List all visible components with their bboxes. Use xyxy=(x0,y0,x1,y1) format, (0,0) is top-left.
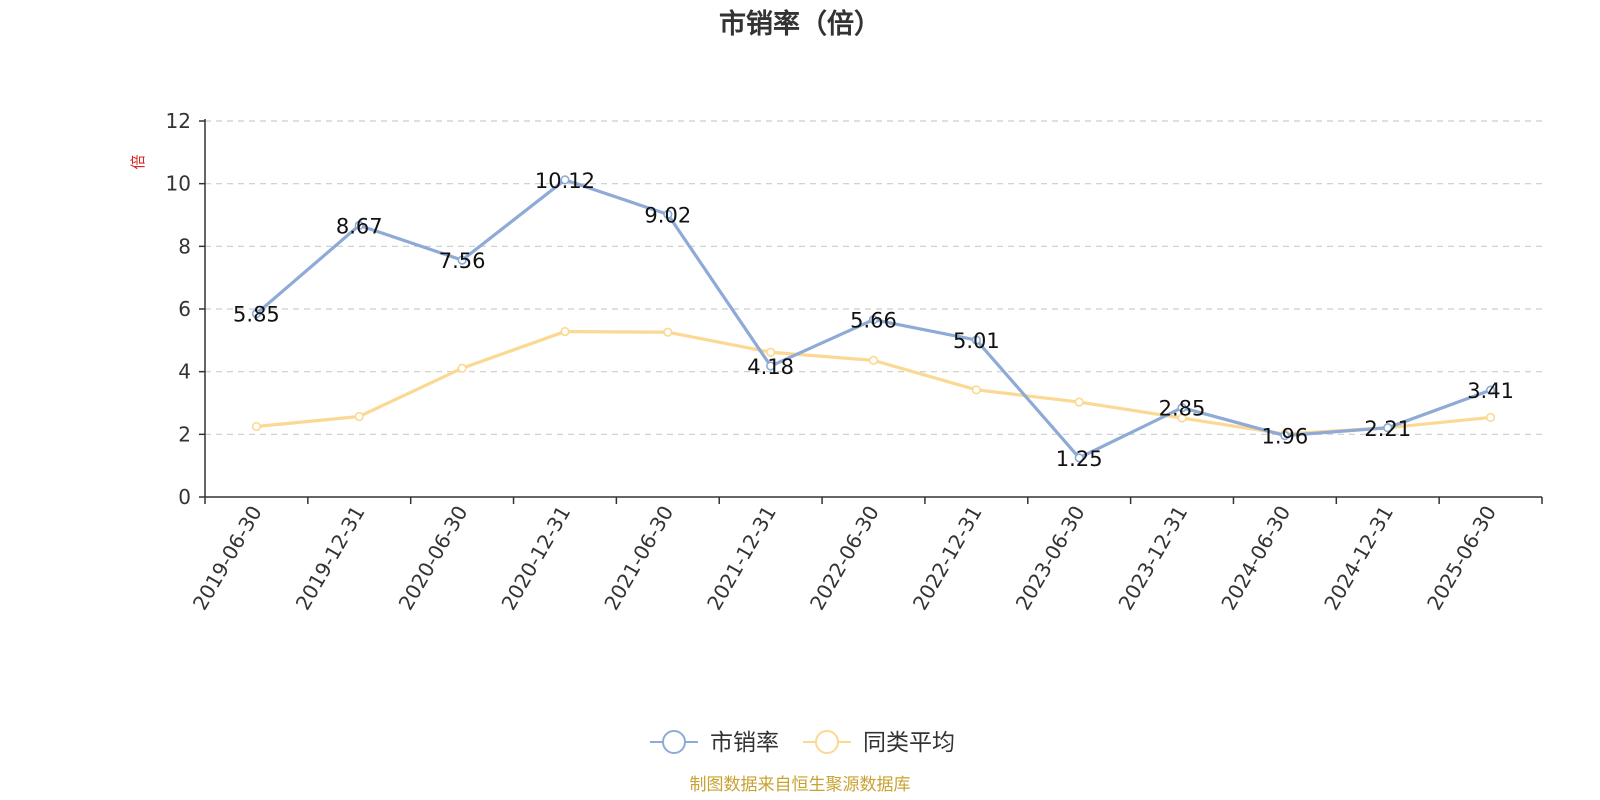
legend[interactable]: 市销率 同类平均 xyxy=(650,730,955,756)
series-layer xyxy=(251,175,1496,463)
series-line xyxy=(256,329,1491,436)
y-tick-label: 12 xyxy=(166,109,191,133)
legend-item[interactable]: 同类平均 xyxy=(803,730,955,756)
x-tick-label: 2023-12-31 xyxy=(1113,502,1192,615)
axes: 0 2 4 6 8 10 12 2019-06-30 2019-12-31 2020-06-30 2… xyxy=(166,109,1543,615)
x-tick-label: 2021-06-30 xyxy=(599,502,678,615)
data-point[interactable] xyxy=(868,315,879,325)
data-point[interactable] xyxy=(663,327,673,337)
data-label: 7.56 xyxy=(439,249,486,273)
data-point[interactable] xyxy=(766,347,776,357)
x-tick-label: 2021-12-31 xyxy=(702,502,781,615)
x-tick-label: 2022-06-30 xyxy=(805,502,884,615)
data-point[interactable] xyxy=(354,220,364,230)
data-point[interactable] xyxy=(971,335,981,345)
data-point[interactable] xyxy=(457,255,467,265)
data-point[interactable] xyxy=(971,385,981,395)
data-point[interactable] xyxy=(1485,385,1496,395)
x-tick-label: 2020-06-30 xyxy=(394,502,473,615)
data-source-footer: 制图数据来自恒生聚源数据库 xyxy=(690,775,911,795)
data-point[interactable] xyxy=(1280,430,1290,441)
data-point[interactable] xyxy=(1177,413,1187,423)
data-label: 5.01 xyxy=(953,329,1000,353)
legend-circle-marker xyxy=(815,730,839,754)
data-label: 1.96 xyxy=(1262,425,1309,449)
data-label: 5.66 xyxy=(850,309,897,333)
y-tick-label: 4 xyxy=(178,360,191,384)
x-tick-label: 2019-06-30 xyxy=(188,502,267,615)
data-point[interactable] xyxy=(868,355,879,365)
data-labels: 5.85 8.67 7.56 10.12 9.02 4.18 5.66 5.01 1.25 2.8… xyxy=(233,169,1514,471)
data-point[interactable] xyxy=(354,411,364,422)
data-point[interactable] xyxy=(1383,423,1393,433)
data-point[interactable] xyxy=(560,175,570,185)
x-tick-label: 2023-06-30 xyxy=(1011,502,1090,615)
data-point[interactable] xyxy=(663,209,673,219)
data-label: 5.85 xyxy=(233,303,280,327)
data-point[interactable] xyxy=(1485,412,1496,423)
data-label: 2.85 xyxy=(1159,397,1206,421)
legend-item[interactable]: 市销率 xyxy=(650,730,779,756)
series-main xyxy=(251,175,1496,463)
data-point[interactable] xyxy=(251,421,262,432)
x-tick-label: 2020-12-31 xyxy=(496,502,575,615)
data-label: 3.41 xyxy=(1467,379,1514,403)
series-average xyxy=(251,326,1496,439)
legend-label: 市销率 xyxy=(710,730,779,756)
data-point[interactable] xyxy=(251,309,262,319)
x-tick-label: 2024-06-30 xyxy=(1216,502,1295,615)
x-tick-label: 2019-12-31 xyxy=(291,502,370,615)
data-point[interactable] xyxy=(1074,453,1084,463)
data-label: 10.12 xyxy=(535,169,595,193)
x-tick-label: 2025-06-30 xyxy=(1422,502,1501,615)
y-tick-label: 8 xyxy=(178,234,191,258)
chart-title: 市销率（倍） xyxy=(719,8,881,40)
data-point[interactable] xyxy=(766,361,776,371)
y-tick-label: 10 xyxy=(166,172,191,196)
legend-circle-marker xyxy=(662,730,686,754)
data-point[interactable] xyxy=(560,326,570,337)
data-label: 1.25 xyxy=(1056,447,1103,471)
legend-label: 同类平均 xyxy=(863,730,955,756)
data-label: 2.21 xyxy=(1364,417,1411,441)
data-label: 4.18 xyxy=(747,355,794,379)
data-point[interactable] xyxy=(1074,397,1084,407)
grid-lines xyxy=(205,120,1542,435)
y-tick-label: 0 xyxy=(178,485,191,509)
y-axis-unit-label: 倍 xyxy=(129,154,147,169)
data-point[interactable] xyxy=(457,363,467,373)
y-tick-label: 6 xyxy=(178,297,191,321)
x-tick-label: 2024-12-31 xyxy=(1319,502,1398,615)
data-label: 9.02 xyxy=(644,203,691,227)
data-label: 8.67 xyxy=(336,214,383,238)
data-point[interactable] xyxy=(1177,403,1187,413)
x-tick-label: 2022-12-31 xyxy=(908,502,987,615)
y-tick-label: 2 xyxy=(178,422,191,446)
